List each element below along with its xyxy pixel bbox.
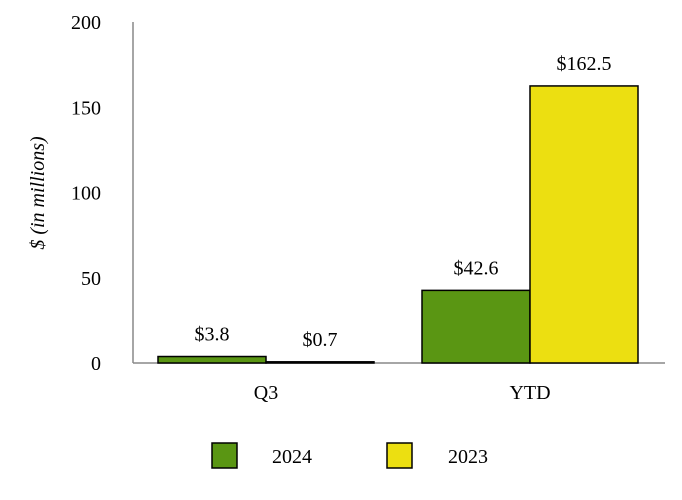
legend-swatch-2024 [211,442,238,469]
bar-2023-YTD [529,85,639,364]
y-tick-label: 0 [91,353,101,375]
bar-2024-Q3 [157,355,267,364]
y-tick-label: 100 [71,183,101,205]
category-label-YTD: YTD [509,382,550,404]
y-tick-label: 50 [81,268,101,290]
legend-label-2023: 2023 [448,446,488,468]
category-labels: Q3 YTD [254,382,551,404]
data-label-2024-Q3: $3.8 [195,324,230,346]
category-label-Q3: Q3 [254,382,278,404]
y-tick-label: 200 [71,12,101,34]
y-tick-label: 150 [71,97,101,119]
bar-2024-YTD [421,289,531,364]
legend-label-2024: 2024 [272,446,312,468]
bars [157,85,639,364]
data-labels: $3.8 $0.7 $42.6 $162.5 [195,53,612,351]
data-label-2024-YTD: $42.6 [454,257,499,279]
data-label-2023-Q3: $0.7 [303,329,338,351]
y-axis-title: $ (in millions) [27,136,49,250]
bar-2023-Q3 [265,361,375,364]
data-label-2023-YTD: $162.5 [557,53,612,75]
legend: 2024 2023 [211,442,488,469]
y-tick-labels: 0 50 100 150 200 [71,12,101,375]
legend-swatch-2023 [386,442,413,469]
